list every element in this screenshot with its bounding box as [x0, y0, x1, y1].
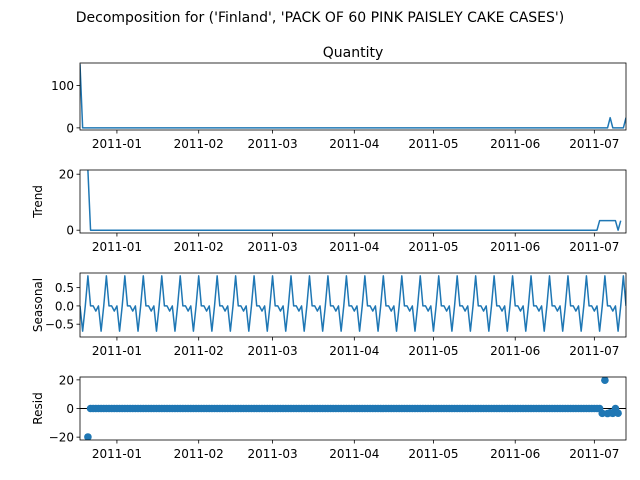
plot-area	[80, 377, 626, 440]
y-tick-label: −20	[49, 431, 74, 445]
y-tick-label: 0	[66, 224, 74, 238]
panel-resid: −20 0 20 2011-01 2011-02 2011-03 2011-04 2011-0…	[31, 373, 627, 461]
plot-area	[80, 275, 626, 332]
y-axis-label: Seasonal	[31, 278, 45, 332]
x-tick-label: 2011-02	[174, 240, 224, 254]
x-tick-label: 2011-03	[247, 344, 297, 358]
panel-title: Quantity	[323, 45, 384, 61]
x-tick-label: 2011-05	[408, 137, 458, 151]
x-tick-label: 2011-01	[92, 137, 142, 151]
series-line	[80, 275, 626, 332]
x-tick-label: 2011-06	[490, 344, 540, 358]
x-tick-label: 2011-05	[408, 447, 458, 461]
y-tick-label: 0	[66, 402, 74, 416]
panel-quantity: 0 100 2011-01 2011-02 2011-03 2011-04 2011-05 2…	[51, 45, 627, 151]
resid-point	[601, 377, 609, 384]
x-tick-label: 2011-03	[247, 240, 297, 254]
y-tick-label: 20	[59, 373, 74, 387]
y-tick-label: 0.0	[55, 299, 74, 313]
x-tick-label: 2011-06	[490, 240, 540, 254]
x-tick-label: 2011-02	[174, 344, 224, 358]
y-axis-label: Resid	[31, 392, 45, 424]
y-tick-label: −0.5	[45, 318, 74, 332]
plot-area	[80, 64, 626, 129]
x-tick-label: 2011-04	[329, 447, 379, 461]
x-tick-label: 2011-01	[92, 344, 142, 358]
series-line	[80, 64, 626, 129]
x-tick-label: 2011-07	[569, 240, 619, 254]
series-line	[87, 170, 622, 231]
x-tick-label: 2011-07	[569, 137, 619, 151]
resid-point	[614, 409, 622, 418]
x-tick-label: 2011-02	[174, 447, 224, 461]
x-tick-label: 2011-05	[408, 344, 458, 358]
panel-seasonal: −0.5 0.0 0.5 2011-01 2011-02 2011-03 2011-04 20…	[31, 272, 627, 358]
y-tick-label: 20	[59, 168, 74, 182]
x-tick-label: 2011-04	[329, 240, 379, 254]
y-tick-label: 100	[51, 79, 74, 93]
resid-point	[598, 409, 607, 418]
y-tick-label: 0.5	[55, 281, 74, 295]
axes-frame	[79, 169, 627, 234]
resid-point	[84, 433, 92, 440]
x-tick-label: 2011-03	[247, 137, 297, 151]
panel-trend: 0 20 2011-01 2011-02 2011-03 2011-04 2011-05 20…	[31, 168, 627, 254]
x-tick-label: 2011-04	[329, 344, 379, 358]
plot-area	[87, 170, 622, 231]
x-tick-label: 2011-05	[408, 240, 458, 254]
y-axis-label: Trend	[31, 185, 45, 219]
x-tick-label: 2011-06	[490, 137, 540, 151]
x-tick-label: 2011-01	[92, 447, 142, 461]
x-tick-label: 2011-07	[569, 344, 619, 358]
x-tick-label: 2011-07	[569, 447, 619, 461]
x-tick-label: 2011-02	[174, 137, 224, 151]
axes-frame	[79, 62, 627, 131]
x-tick-label: 2011-03	[247, 447, 297, 461]
x-tick-label: 2011-01	[92, 240, 142, 254]
axes-frame	[79, 272, 627, 338]
x-tick-label: 2011-04	[329, 137, 379, 151]
x-tick-label: 2011-06	[490, 447, 540, 461]
figure-title: Decomposition for ('Finland', 'PACK OF 6…	[76, 10, 564, 26]
y-tick-label: 0	[66, 121, 74, 135]
